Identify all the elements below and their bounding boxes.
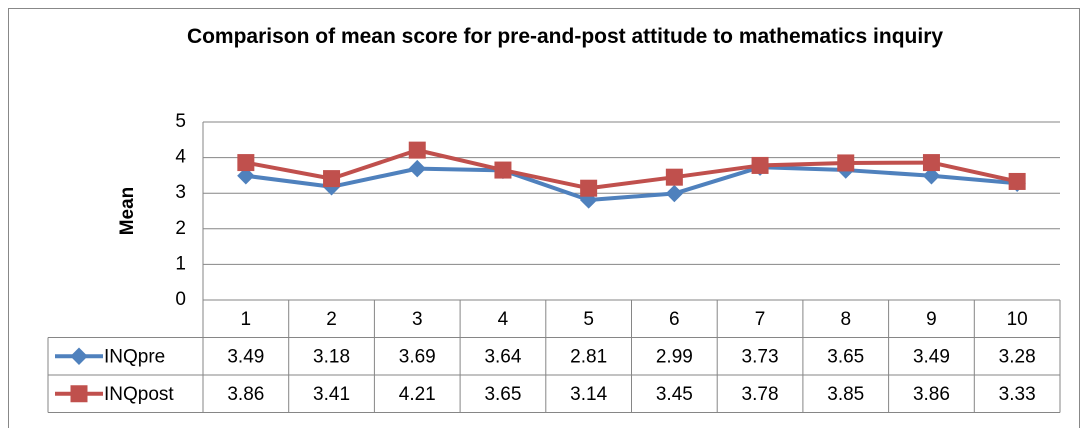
x-tick-label: 2 <box>326 309 337 330</box>
y-tick-label: 3 <box>175 182 186 203</box>
table-value: 2.81 <box>570 346 607 367</box>
x-tick-label: 3 <box>412 309 423 330</box>
point <box>408 141 426 159</box>
point <box>237 167 255 185</box>
table-value: 3.78 <box>742 384 779 405</box>
x-tick-label: 10 <box>1007 309 1028 330</box>
series-line <box>245 165 1018 202</box>
x-tick-label: 9 <box>926 309 937 330</box>
x-tick-label: 4 <box>498 309 509 330</box>
series-line <box>245 148 1018 191</box>
point <box>665 168 683 186</box>
point <box>922 154 940 172</box>
table-value: 3.33 <box>999 384 1036 405</box>
point <box>323 170 341 188</box>
x-tick-label: 8 <box>840 309 851 330</box>
y-tick-label: 4 <box>175 147 186 168</box>
point <box>580 179 598 197</box>
legend-label: INQpost <box>104 384 174 405</box>
legend-label: INQpre <box>104 346 165 367</box>
table-value: 4.21 <box>399 384 436 405</box>
table-value: 3.86 <box>913 384 950 405</box>
chart-border <box>8 8 1080 428</box>
table-value: 2.99 <box>656 346 693 367</box>
legend-marker <box>70 385 88 403</box>
x-tick-label: 6 <box>669 309 680 330</box>
point <box>922 167 941 185</box>
y-axis-label: Mean <box>117 187 138 236</box>
table-value: 3.64 <box>484 346 521 367</box>
table-value: 3.86 <box>227 384 264 405</box>
x-tick-label: 1 <box>241 309 252 330</box>
point <box>237 154 255 172</box>
point <box>665 184 684 203</box>
table-value: 3.65 <box>484 384 521 405</box>
point <box>1008 172 1026 190</box>
table-value: 3.69 <box>399 346 436 367</box>
x-tick-label: 7 <box>755 309 766 330</box>
x-tick-label: 5 <box>583 309 594 330</box>
y-tick-label: 1 <box>175 253 186 274</box>
chart-title: Comparison of mean score for pre-and-pos… <box>186 25 944 48</box>
point <box>837 154 855 172</box>
table-value: 3.41 <box>313 384 350 405</box>
table-value: 3.65 <box>827 346 864 367</box>
table-value: 3.85 <box>827 384 864 405</box>
point <box>408 159 426 178</box>
point <box>494 161 512 179</box>
table-value: 3.49 <box>227 346 264 367</box>
legend-marker <box>70 347 88 365</box>
table-value: 3.14 <box>570 384 607 405</box>
point <box>751 156 769 174</box>
table-value: 3.18 <box>313 346 350 367</box>
table-value: 3.45 <box>656 384 693 405</box>
y-tick-label: 0 <box>175 289 186 310</box>
table-value: 3.49 <box>913 346 950 367</box>
table-value: 3.73 <box>742 346 779 367</box>
table-value: 3.28 <box>999 346 1036 367</box>
y-tick-label: 2 <box>175 218 186 239</box>
y-tick-label: 5 <box>175 111 186 132</box>
